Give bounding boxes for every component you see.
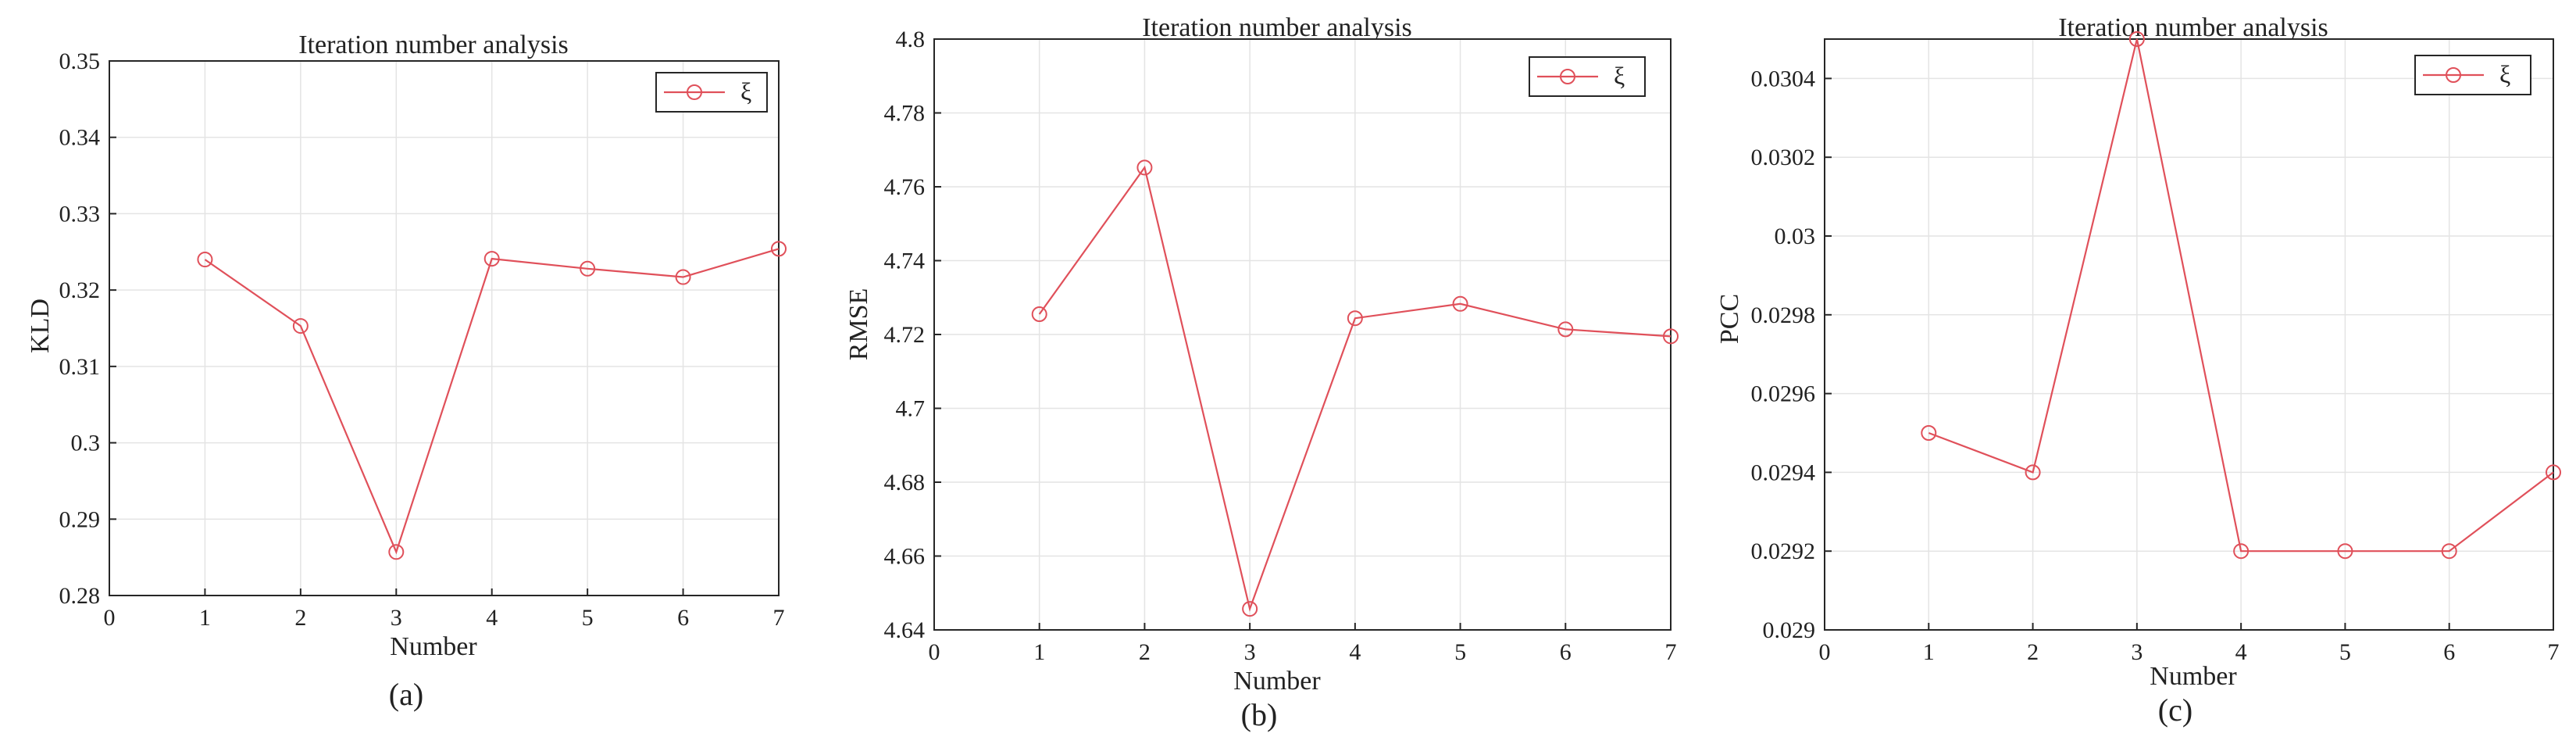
data-point bbox=[197, 252, 213, 268]
y-axis-label: PCC bbox=[1715, 294, 1744, 344]
x-tick-label: 1 bbox=[1923, 639, 1935, 665]
x-tick-label: 4 bbox=[2235, 639, 2247, 665]
data-point bbox=[1921, 425, 1937, 441]
x-tick-label: 5 bbox=[1454, 639, 1466, 665]
x-tick-label: 6 bbox=[1560, 639, 1572, 665]
y-tick-label: 4.78 bbox=[884, 101, 926, 127]
legend-label: ξ bbox=[740, 77, 751, 106]
data-point bbox=[1031, 306, 1047, 323]
axes-frame bbox=[109, 60, 780, 596]
y-tick-label: 4.64 bbox=[884, 617, 926, 643]
x-tick-label: 0 bbox=[929, 639, 940, 665]
y-tick-label: 0.0304 bbox=[1751, 66, 1816, 91]
legend-marker bbox=[2446, 67, 2461, 83]
data-point bbox=[2441, 543, 2457, 560]
y-tick-label: 0.0294 bbox=[1751, 460, 1816, 485]
panel-b: Iteration number analysis Number RMSE (b… bbox=[844, 13, 1679, 732]
data-point bbox=[388, 544, 405, 560]
chart-title: Iteration number analysis bbox=[298, 30, 569, 59]
axes-frame bbox=[1824, 38, 2554, 631]
panel-a: Iteration number analysis Number KLD (a)… bbox=[26, 30, 787, 712]
data-point bbox=[483, 251, 500, 267]
plot-area bbox=[1825, 39, 2553, 630]
data-point bbox=[675, 269, 691, 285]
data-point bbox=[1242, 601, 1258, 617]
x-tick-label: 4 bbox=[1349, 639, 1361, 665]
y-tick-label: 0.33 bbox=[59, 201, 101, 227]
data-point bbox=[1557, 321, 1574, 338]
x-axis-label: Number bbox=[390, 632, 477, 661]
y-tick-label: 4.74 bbox=[884, 249, 926, 274]
data-point bbox=[1663, 328, 1679, 345]
data-point bbox=[771, 241, 787, 257]
series-line bbox=[204, 248, 780, 555]
chart-title: Iteration number analysis bbox=[2058, 13, 2328, 42]
panel-caption: (b) bbox=[1241, 697, 1278, 732]
x-tick-label: 7 bbox=[773, 605, 785, 631]
y-tick-label: 0.35 bbox=[59, 48, 101, 74]
data-point bbox=[2546, 464, 2561, 481]
legend-marker bbox=[1560, 69, 1575, 84]
x-tick-label: 4 bbox=[486, 605, 498, 631]
series-line bbox=[1038, 165, 1672, 612]
data-point bbox=[1347, 310, 1363, 327]
y-axis-label: KLD bbox=[26, 299, 55, 353]
plot-area bbox=[109, 61, 779, 596]
y-tick-label: 4.68 bbox=[884, 470, 926, 495]
data-point bbox=[2337, 543, 2353, 560]
y-tick-label: 0.29 bbox=[59, 506, 101, 532]
y-tick-label: 0.0292 bbox=[1751, 538, 1816, 564]
panel-c: Iteration number analysis Number PCC (c)… bbox=[1715, 13, 2561, 728]
x-tick-label: 6 bbox=[2443, 639, 2455, 665]
y-tick-label: 4.76 bbox=[884, 174, 926, 200]
y-tick-label: 0.029 bbox=[1763, 617, 1816, 643]
x-tick-label: 6 bbox=[677, 605, 689, 631]
x-tick-label: 2 bbox=[1139, 639, 1151, 665]
x-tick-label: 2 bbox=[294, 605, 306, 631]
data-point bbox=[292, 318, 309, 334]
data-point bbox=[2128, 31, 2145, 47]
y-tick-label: 0.34 bbox=[59, 125, 101, 151]
data-point bbox=[2025, 464, 2041, 481]
legend-label: ξ bbox=[1614, 62, 1625, 90]
y-tick-label: 0.31 bbox=[59, 354, 101, 380]
y-axis-label: RMSE bbox=[844, 288, 873, 361]
legend-marker bbox=[687, 84, 702, 100]
y-tick-label: 0.3 bbox=[71, 431, 101, 456]
data-point bbox=[2233, 543, 2250, 560]
x-tick-label: 5 bbox=[2339, 639, 2351, 665]
x-tick-label: 3 bbox=[2131, 639, 2143, 665]
panel-caption: (a) bbox=[389, 677, 423, 712]
data-point bbox=[1136, 159, 1153, 176]
y-tick-label: 0.0298 bbox=[1751, 302, 1816, 328]
y-tick-label: 0.28 bbox=[59, 583, 101, 609]
x-tick-label: 2 bbox=[2027, 639, 2039, 665]
y-tick-label: 4.72 bbox=[884, 322, 926, 348]
x-axis-label: Number bbox=[1233, 667, 1321, 696]
x-tick-label: 3 bbox=[1244, 639, 1256, 665]
x-tick-label: 3 bbox=[391, 605, 402, 631]
y-tick-label: 0.0302 bbox=[1751, 145, 1816, 170]
x-tick-label: 0 bbox=[104, 605, 116, 631]
chart-title: Iteration number analysis bbox=[1142, 13, 1412, 42]
x-tick-label: 1 bbox=[199, 605, 211, 631]
y-tick-label: 4.8 bbox=[896, 27, 926, 52]
series-line bbox=[1928, 38, 2554, 553]
x-tick-label: 5 bbox=[582, 605, 594, 631]
y-tick-label: 0.32 bbox=[59, 277, 101, 303]
x-tick-label: 7 bbox=[2548, 639, 2560, 665]
x-axis-label: Number bbox=[2150, 662, 2237, 691]
y-tick-label: 0.0296 bbox=[1751, 381, 1816, 407]
x-tick-label: 7 bbox=[1665, 639, 1677, 665]
x-tick-label: 1 bbox=[1033, 639, 1045, 665]
y-tick-label: 0.03 bbox=[1775, 224, 1816, 249]
y-tick-label: 4.66 bbox=[884, 544, 926, 570]
data-point bbox=[1452, 295, 1468, 312]
x-tick-label: 0 bbox=[1819, 639, 1831, 665]
data-point bbox=[580, 260, 596, 277]
legend-label: ξ bbox=[2499, 60, 2510, 88]
panel-caption: (c) bbox=[2158, 692, 2192, 728]
y-tick-label: 4.7 bbox=[896, 396, 926, 422]
